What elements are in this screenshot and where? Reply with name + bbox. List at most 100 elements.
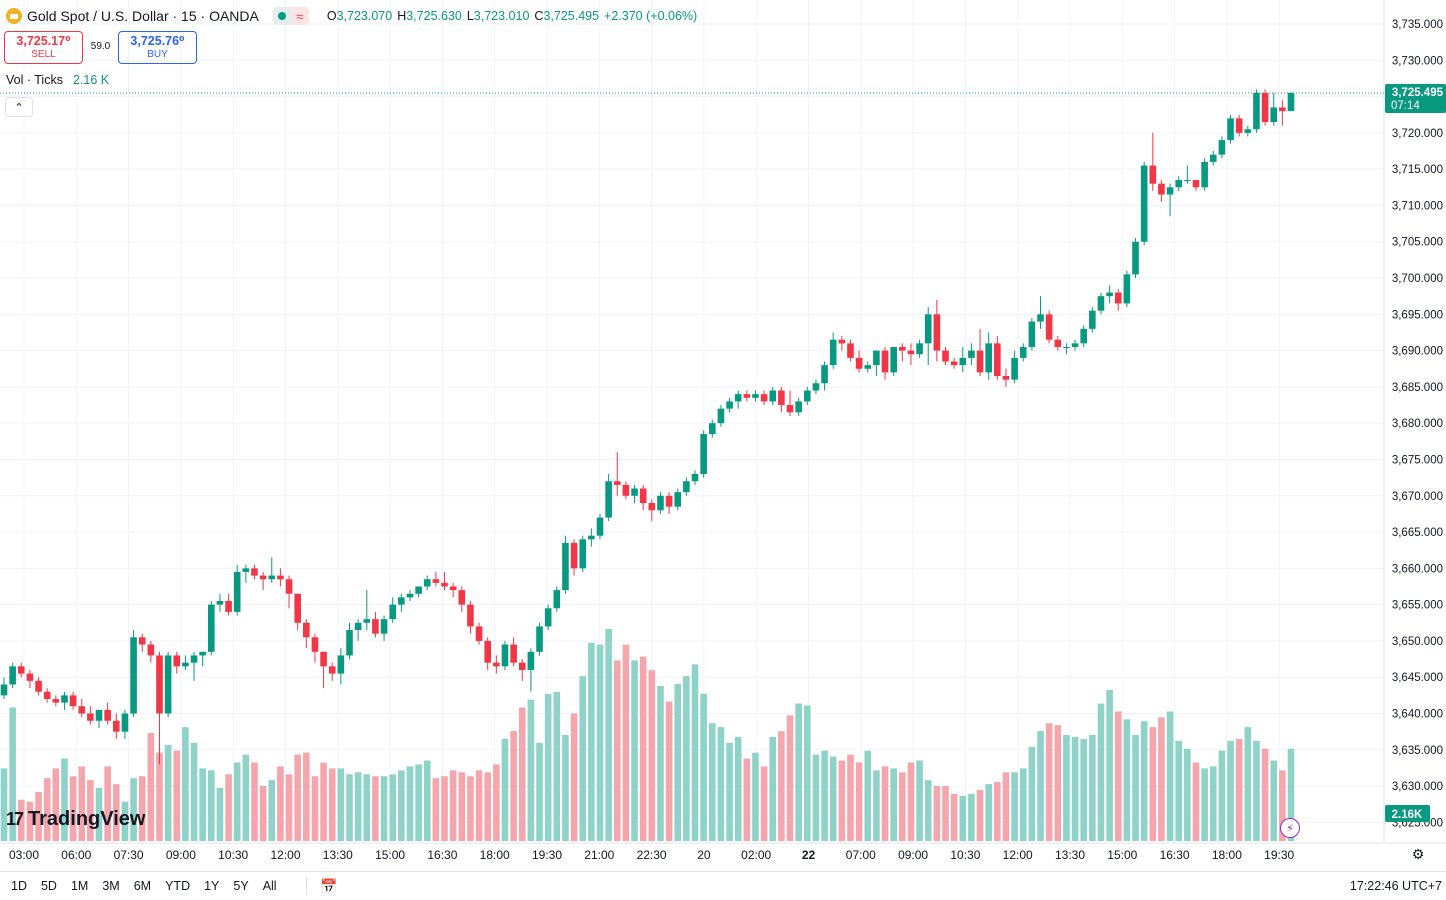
wave-icon[interactable]: ≈ [290,7,309,25]
volume-bar [423,760,431,841]
volume-bar [596,644,604,841]
y-tick-label: 3,680.000 [1392,418,1443,430]
range-5y[interactable]: 5Y [233,879,249,893]
range-6m[interactable]: 6M [133,879,152,893]
volume-bar [354,772,362,841]
candle-body [475,626,483,641]
candle-body [1097,296,1105,311]
volume-bar [855,762,863,841]
candle-body [1235,118,1243,133]
volume-bar [950,793,958,841]
x-tick-label: 12:00 [270,848,300,862]
candle-body [242,568,250,572]
volume-bar [1218,750,1226,841]
bar-countdown-label: 07:14 [1391,100,1420,112]
volume-bar [743,758,751,841]
range-3m[interactable]: 3M [102,879,120,893]
candle-body [423,579,431,587]
volume-bar [233,762,241,841]
volume-bar [570,713,578,841]
volume-bar [130,778,137,841]
buy-price: 3,725.76⁰ [130,34,185,48]
collapse-legend-button[interactable]: ⌃ [5,97,33,117]
range-1m[interactable]: 1M [70,879,89,893]
volume-legend-label: Vol · Ticks [6,73,63,87]
lightning-icon[interactable]: ⚡ [1280,818,1300,838]
candle-body [1080,328,1087,344]
y-tick-label: 3,720.000 [1392,128,1443,140]
range-ytd[interactable]: YTD [165,879,191,893]
y-tick-label: 3,640.000 [1392,709,1443,721]
candle-body [501,644,509,667]
volume-bar [1253,740,1260,841]
utc-clock[interactable]: 17:22:46 UTC+7 [1349,879,1442,893]
x-tick-label: 10:30 [950,848,980,862]
candle-body [1201,161,1208,188]
range-1d[interactable]: 1D [11,879,27,893]
volume-bar [1097,703,1105,841]
volume-bar [380,776,388,841]
volume-bar [527,699,535,841]
volume-bar [138,776,146,841]
volume-bar [864,750,872,841]
low-label: L [466,9,474,23]
candle-body [1175,180,1183,188]
volume-bar [87,780,94,841]
candle-body [406,593,414,598]
candle-body [112,720,120,732]
volume-bar [35,791,42,841]
candle-body [87,713,94,721]
volume-bar [251,762,258,841]
y-tick-label: 3,670.000 [1392,491,1443,503]
candle-body [769,390,777,402]
candle-body [916,343,923,355]
volume-bar [1123,719,1131,841]
market-open-dot-icon[interactable] [272,7,291,25]
last-price-tag[interactable] [1385,83,1446,113]
volume-legend[interactable]: Vol · Ticks 2.16 K [6,73,109,87]
ohlc-values: O3,723.070 H3,725.630 L3,723.010 C3,725.… [327,9,697,23]
volume-bar [268,780,276,841]
range-1y[interactable]: 1Y [204,879,220,893]
range-all[interactable]: All [262,879,277,893]
candle-body [0,684,8,696]
candle-body [1028,321,1036,347]
x-tick-label: 12:00 [1003,848,1033,862]
candle-body [553,590,561,609]
volume-bar [562,735,569,841]
candle-body [890,346,897,373]
volume-bar [942,786,949,841]
volume-bar [147,733,155,841]
x-tick-label: 15:00 [1107,848,1137,862]
buy-button[interactable]: 3,725.76⁰ BUY [118,31,197,64]
volume-bar [484,772,492,841]
settings-gear-icon[interactable]: ⚙ [1411,845,1425,862]
price-chart[interactable]: 3,735.0003,730.0003,725.0003,720.0003,71… [0,0,1446,871]
sell-button[interactable]: 3,725.17⁰ SELL [4,31,83,64]
candle-body [994,343,1001,377]
volume-bar [613,660,621,841]
candle-body [17,666,25,674]
range-5d[interactable]: 5D [40,879,57,893]
candle-body [320,651,327,667]
tradingview-logo[interactable]: 17 TradingView [6,808,145,831]
volume-bar [208,770,215,841]
spread-value: 59.0 [90,41,111,52]
volume-bar [467,776,474,841]
candle-body [328,666,336,674]
x-tick-label: 18:00 [480,848,510,862]
y-tick-label: 3,645.000 [1392,672,1443,684]
candle-body [26,673,34,681]
candle-body [588,535,595,540]
date-range-calendar-icon[interactable]: 📅 [305,877,340,895]
candle-body [285,579,293,594]
market-status[interactable]: ≈ [272,7,309,25]
low-value: 3,723.010 [473,9,530,23]
volume-bar [78,766,86,841]
x-tick-label: 03:00 [9,848,39,862]
candle-body [61,695,68,703]
candle-body [1218,140,1226,155]
symbol-title[interactable]: Gold Spot / U.S. Dollar · 15 · OANDA [27,8,259,24]
volume-bar [605,629,612,841]
volume-bar [1209,766,1217,841]
